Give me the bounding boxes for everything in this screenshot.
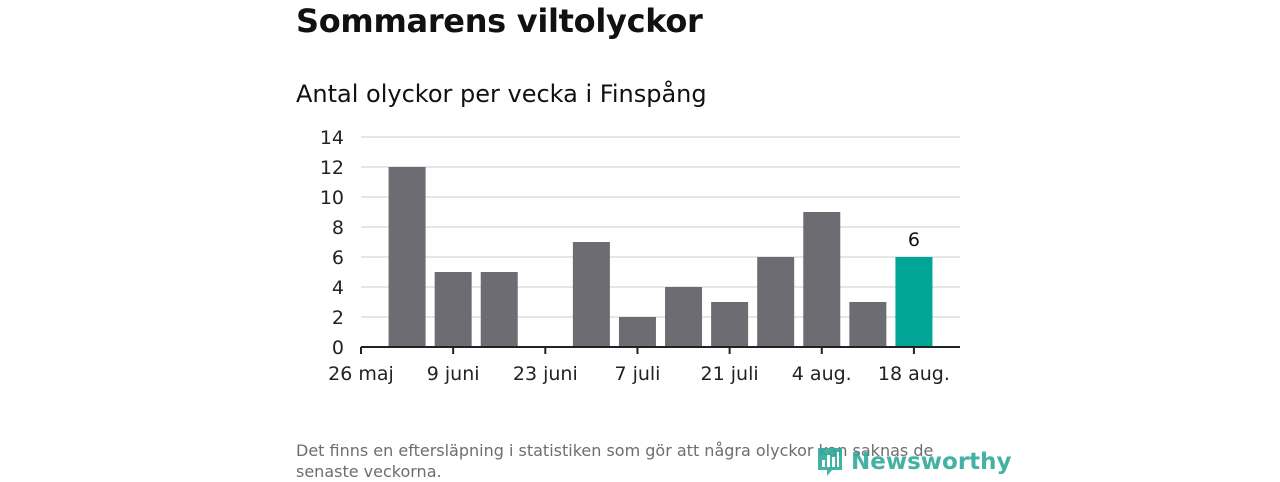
- y-axis-ticks: 0 2 4 6 8 10 12 14: [320, 127, 344, 359]
- bar-v31: [803, 212, 841, 347]
- newsworthy-logo-icon: [818, 448, 842, 476]
- bar-v30: [757, 257, 795, 347]
- bar-v28: [665, 287, 703, 347]
- y-tick-label: 6: [332, 247, 344, 269]
- bar-v29: [711, 302, 749, 347]
- bar-v32: [849, 302, 887, 347]
- bar-chart: 0 2 4 6 8 10 12 14 26 maj 9 juni 23 juni 7 juli 21 …: [320, 127, 960, 385]
- x-tick-label: 18 aug.: [878, 363, 950, 385]
- y-tick-label: 0: [332, 337, 344, 359]
- chart-subtitle: Antal olyckor per vecka i Finspång: [296, 80, 707, 108]
- brand-name: Newsworthy: [851, 449, 1012, 475]
- data-labels: 6: [908, 229, 920, 251]
- bar-v22: [388, 167, 426, 347]
- y-tick-label: 14: [320, 127, 344, 149]
- y-tick-label: 8: [332, 217, 344, 239]
- newsworthy-logo[interactable]: Newsworthy: [815, 446, 1012, 478]
- x-tick-label: 9 juni: [427, 363, 480, 385]
- x-axis: 26 maj 9 juni 23 juni 7 juli 21 juli 4 aug. 18…: [328, 346, 960, 385]
- x-tick-label: 21 juli: [701, 363, 759, 385]
- y-tick-label: 4: [332, 277, 344, 299]
- bar-v27: [618, 317, 656, 347]
- y-tick-label: 10: [320, 187, 344, 209]
- x-tick-label: 26 maj: [328, 363, 394, 385]
- bar-v24: [480, 272, 518, 347]
- y-tick-label: 12: [320, 157, 344, 179]
- bar-v33: [895, 257, 933, 347]
- footnote: Det finns en eftersläpning i statistiken…: [296, 441, 934, 481]
- bar-v23: [434, 272, 472, 347]
- y-tick-label: 2: [332, 307, 344, 329]
- x-tick-label: 4 aug.: [792, 363, 852, 385]
- chart-title: Sommarens viltolyckor: [296, 2, 703, 40]
- bars: [388, 167, 933, 347]
- x-tick-label: 7 juli: [614, 363, 660, 385]
- bar-v26: [572, 242, 610, 347]
- data-label: 6: [908, 229, 920, 251]
- x-tick-label: 23 juni: [513, 363, 578, 385]
